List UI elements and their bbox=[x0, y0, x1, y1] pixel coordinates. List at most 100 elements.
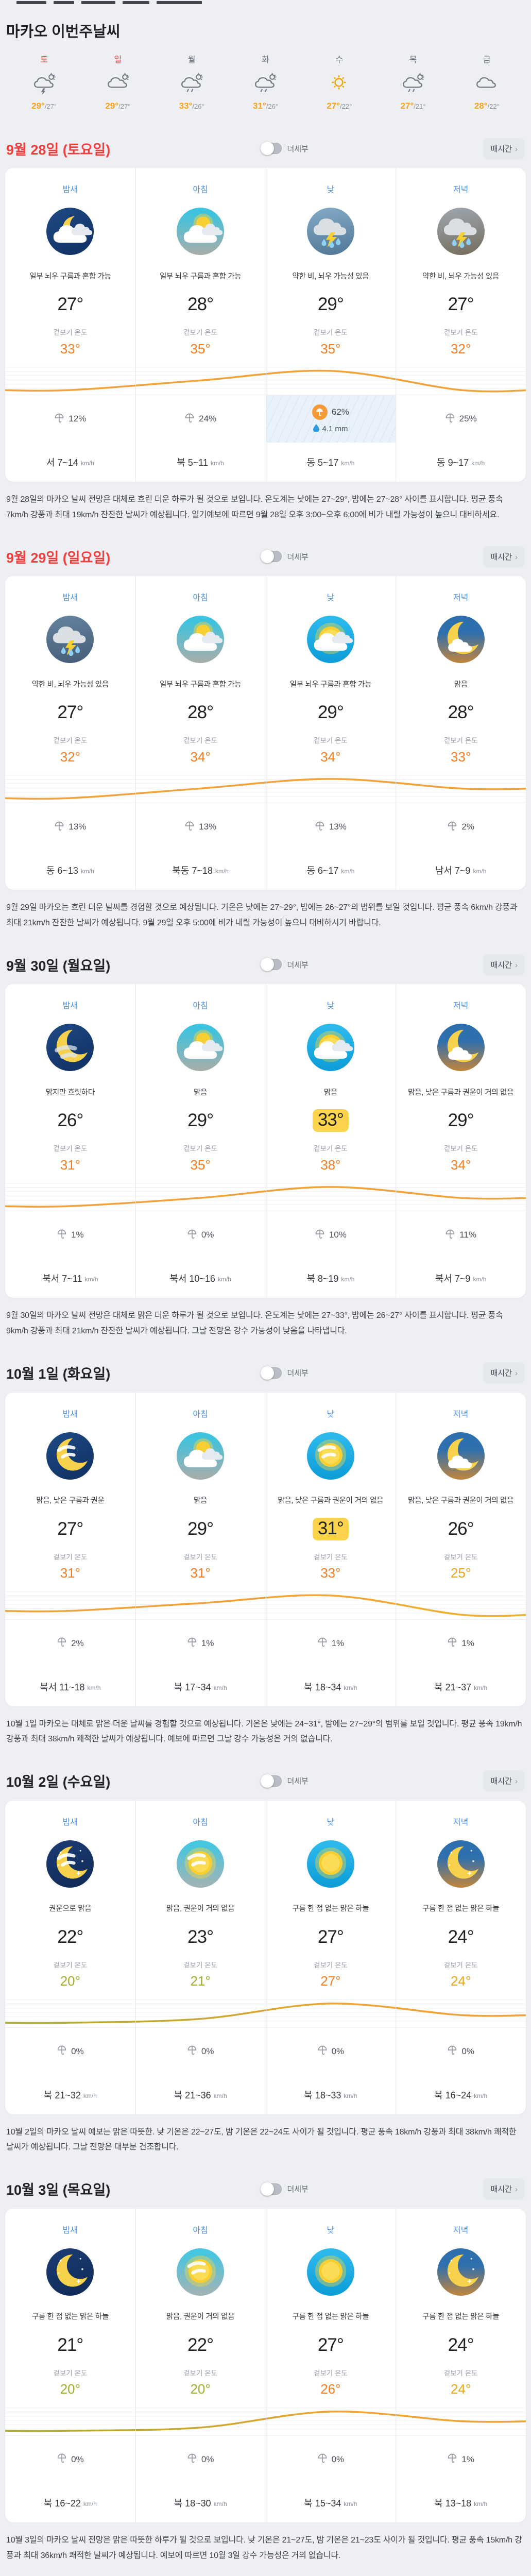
chevron-right-icon: › bbox=[515, 1777, 518, 1786]
hourly-button[interactable]: 매시간 › bbox=[483, 2178, 525, 2200]
moon-cirrus-stars-icon bbox=[46, 1840, 94, 1888]
precip-cell: 13% bbox=[5, 803, 135, 851]
toggle-track[interactable] bbox=[261, 2182, 282, 2196]
hourly-button[interactable]: 매시간 › bbox=[483, 138, 525, 159]
feels-like-label: 겉보기 온도 bbox=[443, 1961, 478, 1969]
wind-unit: km/h bbox=[474, 2092, 488, 2099]
wind-cell: 북 21~37 km/h bbox=[396, 1667, 526, 1706]
day-date: 9월 29일 (일요일) bbox=[6, 550, 111, 566]
feels-like-label: 겉보기 온도 bbox=[53, 1145, 88, 1153]
toggle-knob[interactable] bbox=[261, 142, 275, 155]
wind-value: 북 17~34 bbox=[174, 1682, 211, 1692]
period-column-밤새: 밤새 구름 한 점 없는 맑은 하늘 21° 겉보기 온도 20° bbox=[5, 2216, 135, 2402]
detail-toggle[interactable]: 더세부 bbox=[261, 1774, 309, 1788]
weekday-temps: 27°/22° bbox=[327, 101, 352, 111]
umbrella-icon bbox=[57, 2453, 67, 2466]
column-divider bbox=[135, 168, 136, 482]
toggle-knob[interactable] bbox=[261, 550, 275, 564]
wind-cell: 남서 7~9 km/h bbox=[396, 851, 526, 890]
toggle-knob[interactable] bbox=[261, 1774, 275, 1788]
detail-toggle[interactable]: 더세부 bbox=[261, 2182, 309, 2196]
wind-unit: km/h bbox=[213, 2092, 227, 2099]
precip-cell: 0% bbox=[396, 2028, 526, 2075]
toggle-knob[interactable] bbox=[261, 958, 275, 972]
wind-unit: km/h bbox=[341, 868, 355, 875]
weekday-cell-화[interactable]: 화 31°/26° bbox=[229, 53, 302, 111]
precip-cell: 2% bbox=[396, 803, 526, 851]
condition-text: 맑음, 낮은 구름과 권운이 거의 없음 bbox=[278, 1497, 384, 1505]
day-header: 9월 29일 (일요일) 더세부 매시간 › bbox=[6, 545, 525, 568]
wind-unit: km/h bbox=[213, 1684, 227, 1691]
weekday-cell-일[interactable]: 일 29°/27° bbox=[81, 53, 155, 111]
detail-toggle[interactable]: 더세부 bbox=[261, 142, 309, 155]
umbrella-icon bbox=[187, 1229, 197, 1242]
feels-like-value: 35° bbox=[320, 341, 341, 357]
wind-cell: 북 18~30 km/h bbox=[135, 2483, 266, 2522]
wind-value: 북 13~18 bbox=[434, 2498, 472, 2509]
wind-unit: km/h bbox=[84, 1276, 98, 1283]
feels-like-value: 24° bbox=[450, 1973, 471, 1989]
period-header: 저녁 bbox=[453, 594, 469, 603]
weekday-high: 29° bbox=[31, 101, 45, 111]
feels-like-value: 26° bbox=[320, 2381, 341, 2397]
temperature: 28° bbox=[448, 702, 474, 723]
weekday-cell-토[interactable]: 토 29°/27° bbox=[7, 53, 81, 111]
toggle-label: 더세부 bbox=[287, 552, 309, 562]
weekday-cell-금[interactable]: 금 28°/22° bbox=[450, 53, 524, 111]
condition-text: 일부 뇌우 구름과 혼합 가능 bbox=[29, 272, 111, 281]
detail-toggle[interactable]: 더세부 bbox=[261, 1366, 309, 1380]
toggle-knob[interactable] bbox=[261, 2182, 275, 2196]
precip-cell: 13% bbox=[266, 803, 396, 851]
weekday-temps: 33°/26° bbox=[179, 101, 204, 111]
umbrella-icon bbox=[54, 413, 64, 426]
feels-like-value: 32° bbox=[450, 341, 471, 357]
wind-value: 북서 7~11 bbox=[42, 1274, 82, 1284]
toggle-track[interactable] bbox=[261, 1774, 282, 1788]
precip-value: 13% bbox=[329, 822, 347, 832]
day-section: 10월 1일 (화요일) 더세부 매시간 › 밤새 맑음, 낮은 구름과 권운 27° 겉보기… bbox=[5, 1362, 526, 1747]
period-header: 저녁 bbox=[453, 1002, 469, 1011]
toggle-track[interactable] bbox=[261, 958, 282, 972]
period-header: 밤새 bbox=[62, 1818, 78, 1827]
period-header: 저녁 bbox=[453, 2226, 469, 2235]
wind-unit: km/h bbox=[80, 460, 94, 467]
forecast-card: 밤새 맑음, 낮은 구름과 권운 27° 겉보기 온도 31° 아침 맑음 29° 겉보기 온도… bbox=[5, 1392, 526, 1706]
toggle-knob[interactable] bbox=[261, 1366, 275, 1380]
feels-like-label: 겉보기 온도 bbox=[53, 329, 88, 336]
temperature: 29° bbox=[317, 702, 344, 723]
hourly-button[interactable]: 매시간 › bbox=[483, 954, 525, 975]
wind-cell: 북 15~34 km/h bbox=[266, 2483, 396, 2522]
feels-like-value: 33° bbox=[450, 749, 471, 765]
period-column-아침: 아침 맑음, 권운이 거의 없음 23° 겉보기 온도 21° bbox=[135, 1808, 266, 1994]
toggle-track[interactable] bbox=[261, 142, 282, 155]
precip-cell: 1% bbox=[266, 1620, 396, 1667]
weekday-cell-목[interactable]: 목 27°/21° bbox=[376, 53, 450, 111]
precip-cell: 0% bbox=[135, 2436, 266, 2483]
temperature: 29° bbox=[187, 1518, 214, 1539]
hourly-button[interactable]: 매시간 › bbox=[483, 1770, 525, 1792]
weekday-cell-월[interactable]: 월 33°/26° bbox=[155, 53, 229, 111]
page-title: 마카오 이번주날씨 bbox=[6, 24, 121, 40]
hourly-button[interactable]: 매시간 › bbox=[483, 546, 525, 567]
weekday-label: 토 bbox=[40, 56, 48, 64]
umbrella-icon bbox=[447, 2453, 457, 2466]
feels-like-value: 21° bbox=[190, 1973, 211, 1989]
umbrella-icon bbox=[317, 2453, 328, 2466]
day-header: 9월 30일 (월요일) 더세부 매시간 › bbox=[6, 953, 525, 976]
detail-toggle[interactable]: 더세부 bbox=[261, 958, 309, 972]
condition-text: 일부 뇌우 구름과 혼합 가능 bbox=[159, 680, 242, 689]
toggle-track[interactable] bbox=[261, 550, 282, 564]
day-summary: 10월 2일의 마카오 날씨 예보는 맑은 따뜻한. 낮 기온은 22~27도,… bbox=[6, 2127, 517, 2152]
hourly-button[interactable]: 매시간 › bbox=[483, 1362, 525, 1384]
feels-like-value: 35° bbox=[190, 341, 211, 357]
weekday-cell-수[interactable]: 수 27°/22° bbox=[302, 53, 376, 111]
temperature: 31° bbox=[270, 1512, 392, 1546]
detail-toggle[interactable]: 더세부 bbox=[261, 550, 309, 564]
feels-like-label: 겉보기 온도 bbox=[313, 1145, 348, 1153]
umbrella-icon bbox=[445, 413, 455, 426]
feels-like-label: 겉보기 온도 bbox=[313, 737, 348, 745]
period-header: 아침 bbox=[193, 1410, 208, 1419]
period-column-밤새: 밤새 일부 뇌우 구름과 혼합 가능 27° 겉보기 온도 33° bbox=[5, 175, 135, 362]
forecast-card: 밤새 구름 한 점 없는 맑은 하늘 21° 겉보기 온도 20° 아침 맑음, 권운이 거… bbox=[5, 2208, 526, 2522]
toggle-track[interactable] bbox=[261, 1366, 282, 1380]
